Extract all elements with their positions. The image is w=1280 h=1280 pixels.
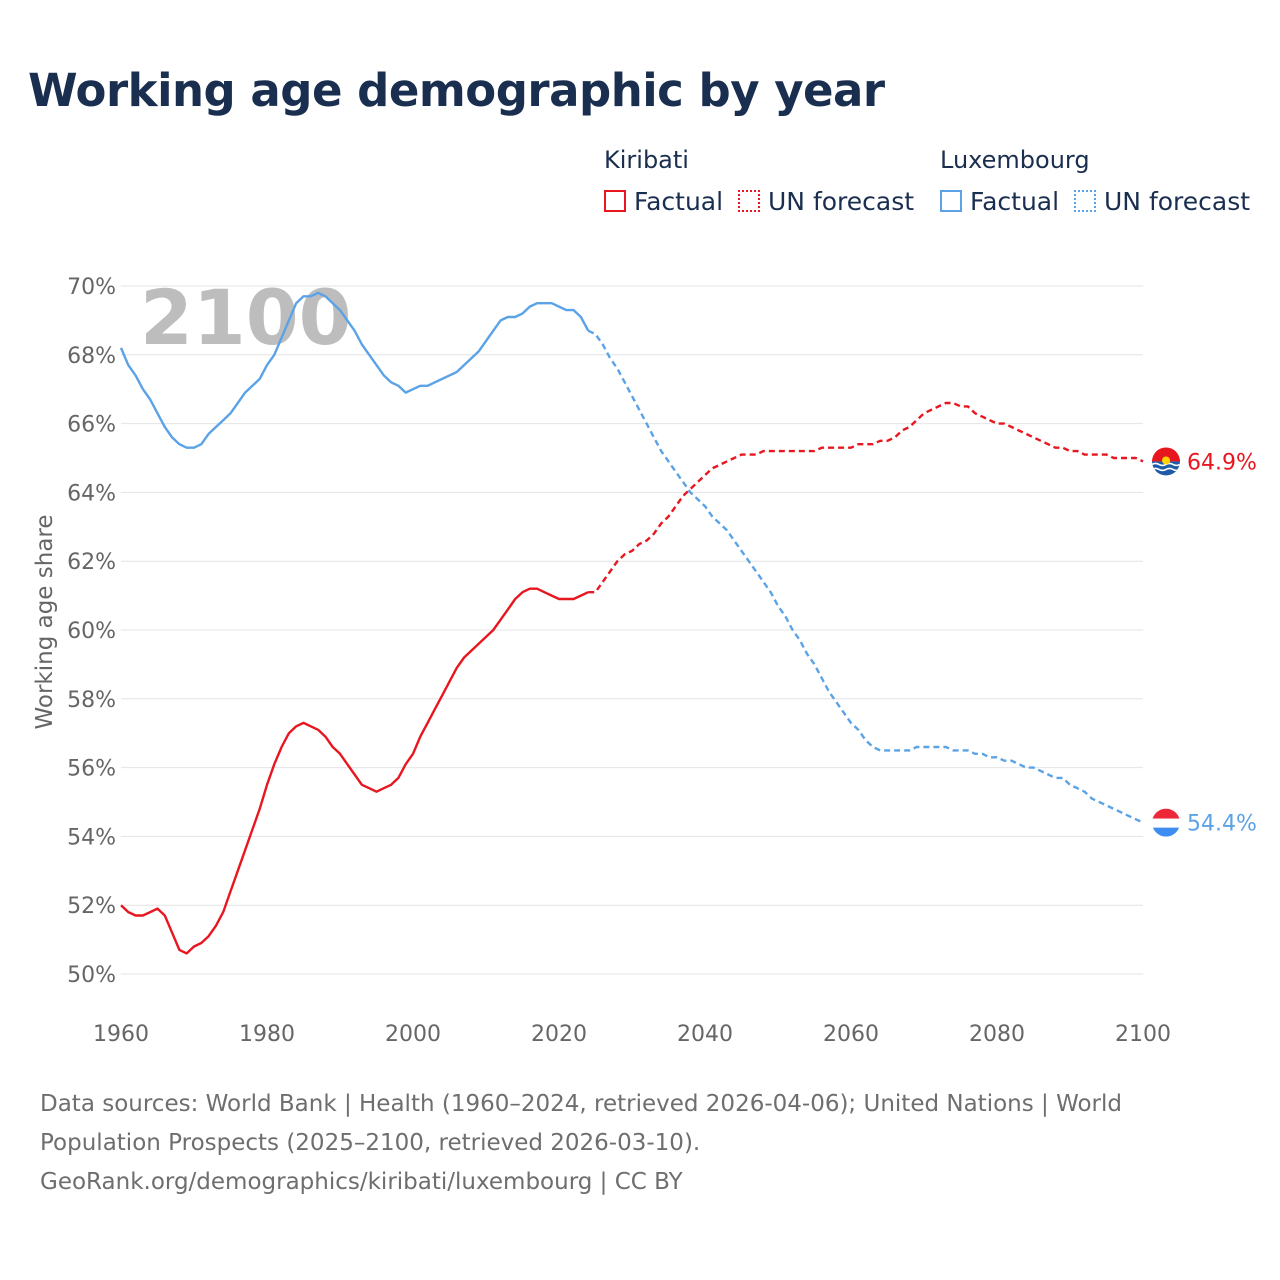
end-label-kiribati: 64.9% bbox=[1187, 450, 1257, 475]
footer: Data sources: World Bank | Health (1960–… bbox=[40, 1085, 1180, 1202]
gridlines bbox=[121, 285, 1143, 975]
legend-label: Factual bbox=[970, 186, 1060, 216]
series-line-kiribati-factual bbox=[120, 587, 589, 955]
y-tick-label: 56% bbox=[67, 757, 116, 782]
y-tick-label: 70% bbox=[67, 275, 116, 300]
legend-luxembourg-factual[interactable]: Factual bbox=[940, 186, 1059, 216]
x-tick-label: 2060 bbox=[823, 1022, 879, 1047]
y-tick-label: 54% bbox=[67, 825, 116, 850]
legend-group-luxembourg: Luxembourg bbox=[940, 146, 1090, 174]
y-tick-label: 50% bbox=[67, 963, 116, 988]
end-markers: 64.9% 54.4% bbox=[1152, 447, 1257, 837]
legend-swatch-kiribati-factual bbox=[604, 190, 626, 212]
y-tick-label: 66% bbox=[67, 413, 116, 438]
y-tick-label: 58% bbox=[67, 688, 116, 713]
y-tick-label: 60% bbox=[67, 619, 116, 644]
chart-title: Working age demographic by year bbox=[28, 64, 885, 117]
x-tick-label: 2100 bbox=[1115, 1022, 1171, 1047]
legend-label: UN forecast bbox=[1104, 186, 1251, 216]
footer-sources-line2: Population Prospects (2025–2100, retriev… bbox=[40, 1130, 701, 1156]
x-tick-label: 1960 bbox=[93, 1022, 149, 1047]
y-tick-label: 68% bbox=[67, 344, 116, 369]
legend-group-kiribati: Kiribati bbox=[604, 146, 689, 174]
footer-sources-line1: Data sources: World Bank | Health (1960–… bbox=[40, 1091, 1122, 1117]
series-line-luxembourg-factual bbox=[119, 291, 590, 449]
legend-label: UN forecast bbox=[768, 186, 915, 216]
y-axis-ticks: 50% 52% 54% 56% 58% 60% 62% 64% 66% 68% 70% bbox=[67, 275, 116, 988]
legend-swatch-luxembourg-forecast bbox=[1074, 190, 1096, 212]
x-tick-label: 2080 bbox=[969, 1022, 1025, 1047]
y-tick-label: 62% bbox=[67, 550, 116, 575]
x-axis-ticks: 1960 1980 2000 2020 2040 2060 2080 2100 bbox=[93, 1022, 1171, 1047]
footer-credit[interactable]: GeoRank.org/demographics/kiribati/luxemb… bbox=[40, 1169, 683, 1195]
series-line-kiribati-forecast bbox=[588, 401, 1144, 594]
end-label-luxembourg: 54.4% bbox=[1187, 812, 1257, 837]
year-overlay: 2100 bbox=[140, 273, 352, 362]
legend-luxembourg-forecast[interactable]: UN forecast bbox=[1074, 186, 1250, 216]
x-tick-label: 2040 bbox=[677, 1022, 733, 1047]
x-tick-label: 2000 bbox=[385, 1022, 441, 1047]
y-tick-label: 64% bbox=[67, 481, 116, 506]
legend-swatch-kiribati-forecast bbox=[738, 190, 760, 212]
flag-kiribati-icon bbox=[1152, 447, 1180, 476]
flag-luxembourg-icon bbox=[1152, 808, 1180, 837]
y-tick-label: 52% bbox=[67, 894, 116, 919]
legend-swatch-luxembourg-factual bbox=[940, 190, 962, 212]
legend-label: Factual bbox=[634, 186, 724, 216]
series-lines bbox=[119, 291, 1144, 955]
x-tick-label: 1980 bbox=[239, 1022, 295, 1047]
legend-kiribati-forecast[interactable]: UN forecast bbox=[738, 186, 914, 216]
line-chart: 50%52%54%56%58%60%62%64%66%68%70% 1960 19… bbox=[32, 273, 1257, 1047]
x-tick-label: 2020 bbox=[531, 1022, 587, 1047]
series-line-luxembourg-forecast bbox=[587, 329, 1144, 824]
y-axis-label: Working age share bbox=[32, 514, 58, 729]
legend-kiribati-factual[interactable]: Factual bbox=[604, 186, 723, 216]
